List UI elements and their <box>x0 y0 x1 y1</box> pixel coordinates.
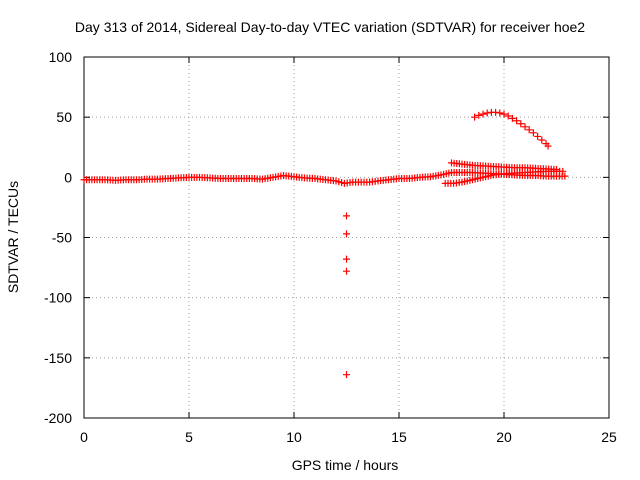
axis-ticks <box>83 56 610 419</box>
y-tick-label: 0 <box>64 169 72 185</box>
x-tick-label: 25 <box>601 429 617 445</box>
x-tick-label: 15 <box>391 429 407 445</box>
y-axis-label: SDTVAR / TECUs <box>5 181 21 293</box>
data-point <box>343 371 350 379</box>
series-arc <box>471 108 552 150</box>
data-points <box>80 108 569 379</box>
data-point <box>534 132 542 140</box>
x-tick-label: 5 <box>185 429 193 445</box>
grid <box>84 57 609 418</box>
data-point <box>529 129 537 137</box>
y-tick-label: -100 <box>44 290 72 306</box>
data-point <box>471 113 479 121</box>
data-point <box>496 109 504 117</box>
data-point <box>343 212 350 220</box>
data-point <box>492 108 500 116</box>
data-point <box>538 136 546 144</box>
data-point <box>483 109 491 117</box>
y-tick-label: -200 <box>44 410 72 426</box>
data-point <box>561 172 569 180</box>
data-point <box>508 114 516 122</box>
data-point <box>343 255 350 263</box>
series-outliers <box>343 212 350 379</box>
x-axis-label: GPS time / hours <box>292 457 399 473</box>
data-point <box>479 110 487 118</box>
x-tick-label: 0 <box>80 429 88 445</box>
data-point <box>343 230 350 238</box>
plot-frame <box>83 56 610 419</box>
axis-tick-labels: 0 5 10 15 20 25 -200 -150 -100 -50 0 50 100 <box>44 49 617 445</box>
data-point <box>525 126 533 134</box>
y-tick-label: 100 <box>49 49 73 65</box>
chart-title: Day 313 of 2014, Sidereal Day-to-day VTE… <box>75 19 585 35</box>
data-point <box>475 111 483 119</box>
data-point <box>517 120 525 128</box>
y-tick-label: -150 <box>44 350 72 366</box>
x-tick-label: 20 <box>496 429 512 445</box>
data-point <box>500 110 508 118</box>
data-point <box>521 123 529 131</box>
series-main-track <box>80 169 569 187</box>
data-point <box>559 167 567 175</box>
data-point <box>343 267 350 275</box>
data-point <box>513 117 521 125</box>
series-lower-track <box>441 167 567 187</box>
series-upper-track <box>448 159 560 174</box>
data-point <box>504 112 512 120</box>
data-point <box>544 142 552 150</box>
y-tick-label: -50 <box>52 230 72 246</box>
y-tick-label: 50 <box>56 109 72 125</box>
x-tick-label: 10 <box>286 429 302 445</box>
